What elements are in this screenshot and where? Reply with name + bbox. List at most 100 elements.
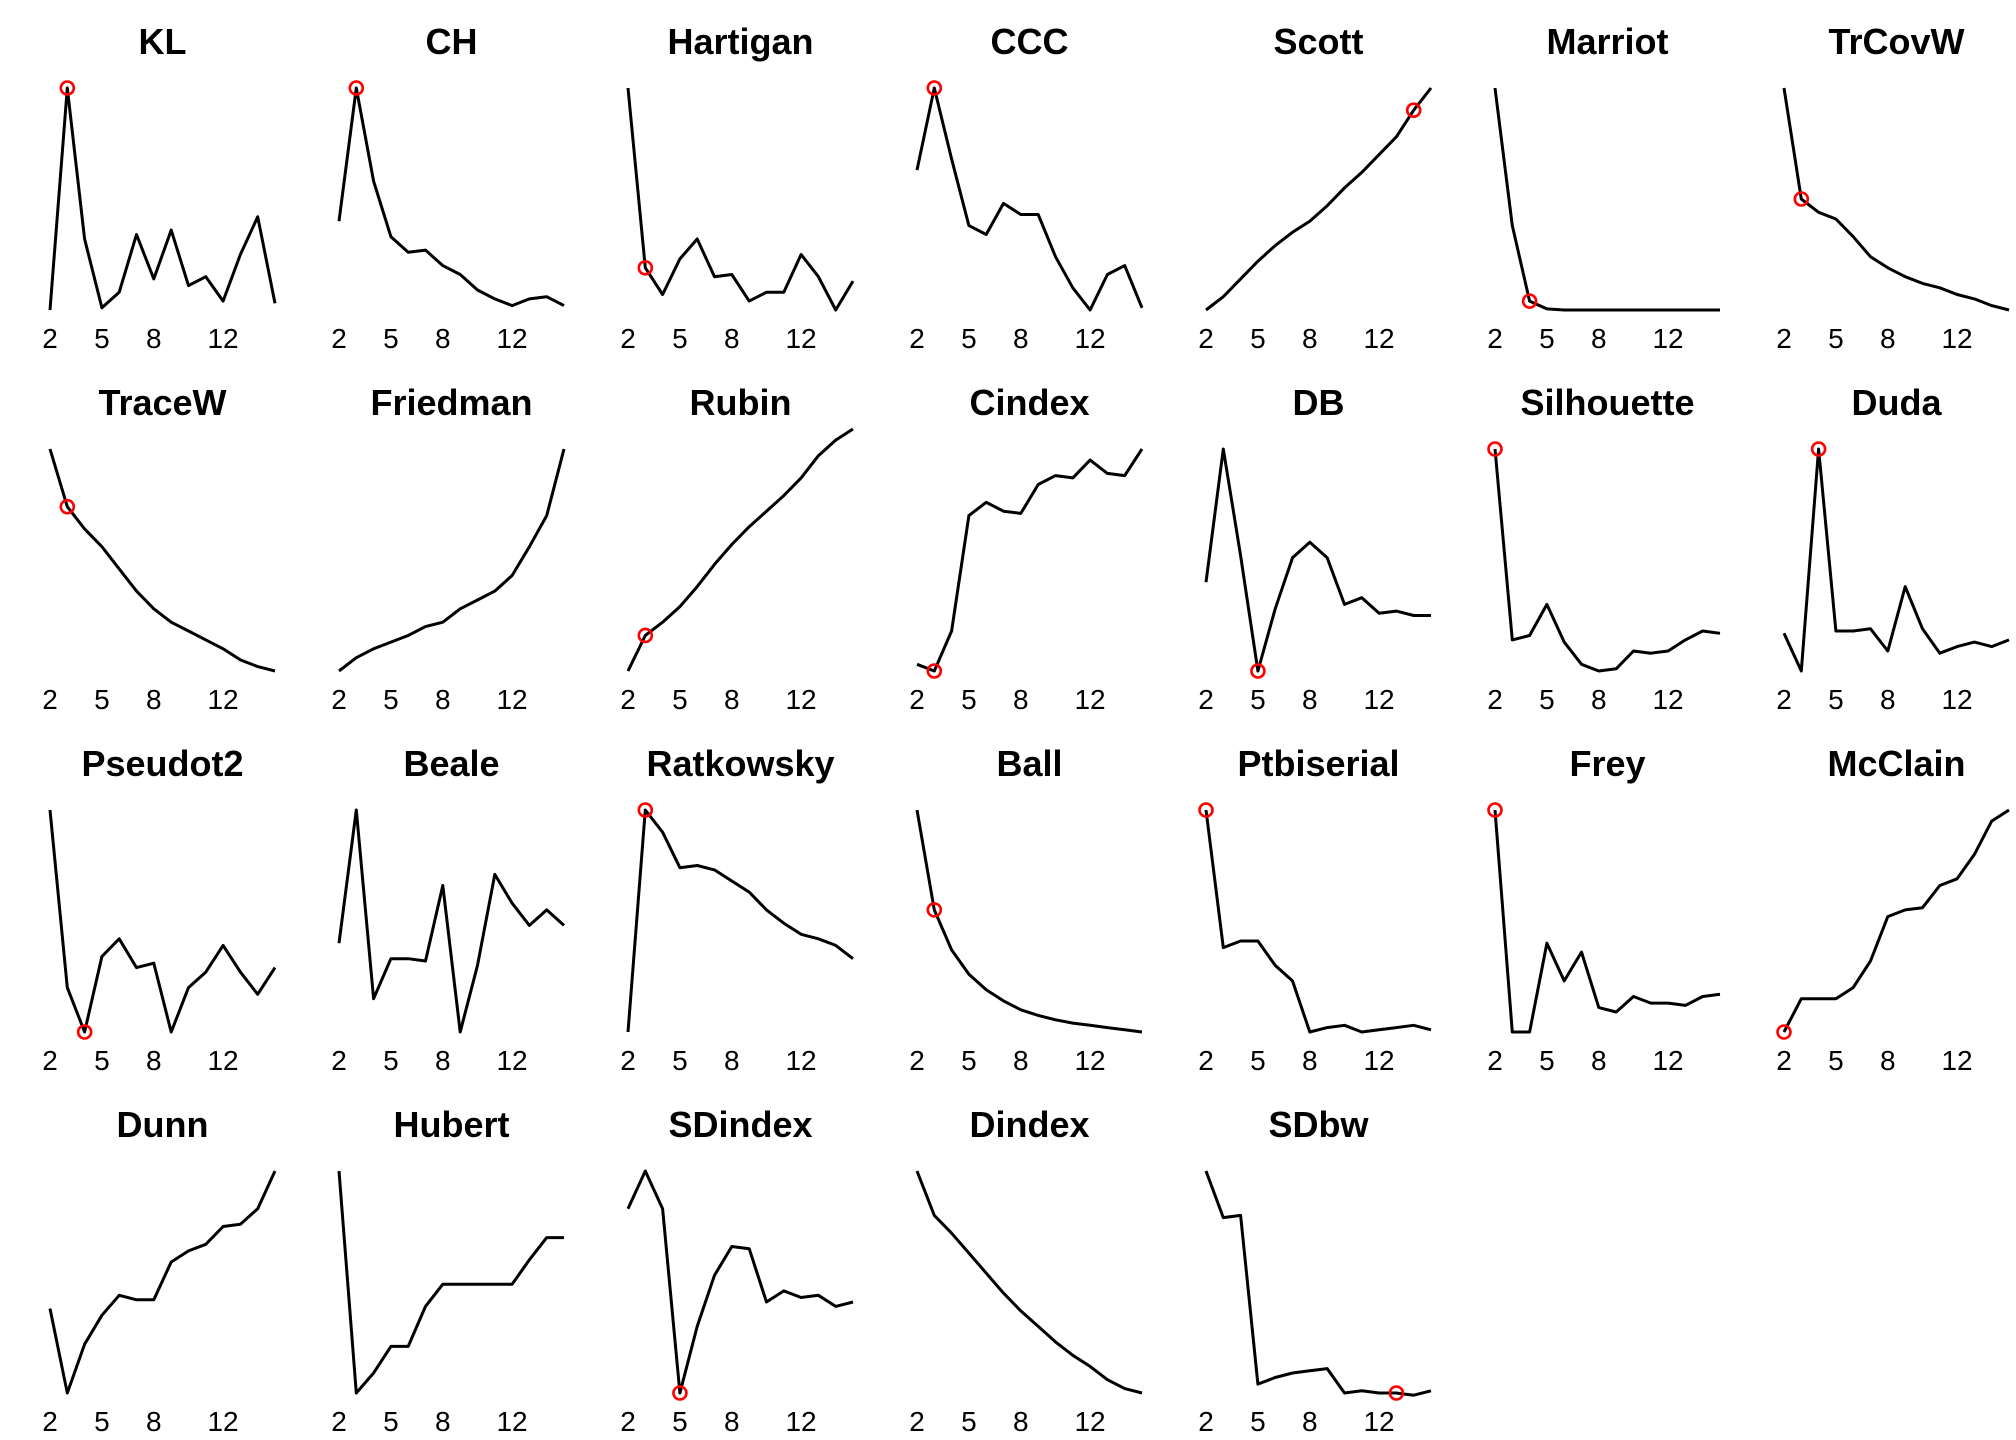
x-tick-label-marriot: 12 — [1652, 323, 1683, 354]
panel-title-kl: KL — [139, 21, 187, 62]
series-line-cindex — [916, 448, 1144, 673]
x-tick-label-tracew: 2 — [42, 684, 58, 715]
series-line-scott — [1205, 87, 1433, 312]
x-tick-label-hartigan: 8 — [724, 323, 740, 354]
x-tick-label-pseudot2: 2 — [42, 1045, 58, 1076]
optimum-marker-trcovw — [1793, 191, 1810, 207]
x-tick-label-dindex: 12 — [1074, 1406, 1105, 1437]
optimum-marker-ball — [926, 902, 943, 918]
x-tick-label-duda: 2 — [1776, 684, 1792, 715]
x-tick-label-pseudot2: 12 — [207, 1045, 238, 1076]
panel-duda: Duda 2 5 8 12 — [1776, 382, 2010, 715]
series-line-sdindex — [626, 1169, 854, 1395]
x-tick-label-ccc: 2 — [909, 323, 925, 354]
x-tick-label-hartigan: 2 — [620, 323, 636, 354]
x-tick-label-marriot: 8 — [1591, 323, 1607, 354]
x-tick-label-sdbw: 2 — [1198, 1406, 1214, 1437]
panel-cindex: Cindex 2 5 8 12 — [909, 382, 1144, 715]
optimum-marker-silhouette — [1487, 441, 1503, 457]
x-tick-label-silhouette: 2 — [1487, 684, 1503, 715]
panel-title-friedman: Friedman — [370, 382, 532, 423]
x-tick-label-dindex: 2 — [909, 1406, 925, 1437]
x-tick-label-rubin: 12 — [785, 684, 816, 715]
optimum-marker-db — [1250, 663, 1266, 679]
panel-scott: Scott 2 5 8 12 — [1198, 21, 1433, 354]
panel-ch: CH 2 5 8 12 — [331, 21, 565, 354]
x-tick-label-ptbiserial: 5 — [1250, 1045, 1266, 1076]
x-tick-label-ratkowsky: 5 — [672, 1045, 688, 1076]
optimum-marker-mcclain — [1776, 1024, 1792, 1040]
series-line-ccc — [915, 86, 1144, 312]
optimum-marker-ccc — [926, 80, 943, 96]
optimum-marker-frey — [1487, 802, 1503, 818]
x-tick-label-ptbiserial: 12 — [1363, 1045, 1394, 1076]
x-tick-label-ccc: 12 — [1074, 323, 1105, 354]
x-tick-label-pseudot2: 8 — [146, 1045, 162, 1076]
panel-trcovw: TrCovW 2 5 8 12 — [1776, 21, 2010, 354]
series-line-silhouette — [1493, 448, 1721, 673]
x-tick-label-rubin: 2 — [620, 684, 636, 715]
x-tick-label-beale: 12 — [496, 1045, 527, 1076]
panel-title-scott: Scott — [1274, 21, 1364, 62]
optimum-marker-tracew — [59, 498, 76, 515]
panel-dindex: Dindex 2 5 8 12 — [909, 1104, 1143, 1437]
x-tick-label-tracew: 5 — [94, 684, 110, 715]
x-tick-label-friedman: 2 — [331, 684, 347, 715]
x-tick-label-mcclain: 8 — [1880, 1045, 1896, 1076]
optimum-marker-hartigan — [637, 260, 654, 276]
x-tick-label-trcovw: 2 — [1776, 323, 1792, 354]
panel-dunn: Dunn 2 5 8 12 — [42, 1104, 277, 1437]
panel-title-silhouette: Silhouette — [1520, 382, 1694, 423]
optimum-marker-scott — [1405, 102, 1422, 118]
x-tick-label-sdindex: 2 — [620, 1406, 636, 1437]
panel-ball: Ball 2 5 8 12 — [909, 743, 1143, 1076]
panel-frey: Frey 2 5 8 12 — [1487, 743, 1721, 1076]
x-tick-label-mcclain: 5 — [1828, 1045, 1844, 1076]
series-line-frey — [1493, 809, 1721, 1034]
panel-db: DB 2 5 8 12 — [1198, 382, 1431, 715]
panel-title-ch: CH — [426, 21, 478, 62]
x-tick-label-dunn: 5 — [94, 1406, 110, 1437]
panel-ratkowsky: Ratkowsky 2 5 8 12 — [620, 743, 854, 1076]
panel-title-duda: Duda — [1852, 382, 1943, 423]
x-tick-label-db: 12 — [1363, 684, 1394, 715]
optimum-marker-sdindex — [672, 1385, 688, 1401]
x-tick-label-ccc: 5 — [961, 323, 977, 354]
optimum-marker-rubin — [637, 627, 654, 644]
x-tick-label-kl: 12 — [207, 323, 238, 354]
optimum-marker-marriot — [1521, 293, 1538, 309]
optimum-marker-kl — [59, 80, 76, 96]
series-line-tracew — [48, 448, 276, 673]
panel-title-db: DB — [1293, 382, 1345, 423]
x-tick-label-scott: 5 — [1250, 323, 1266, 354]
x-tick-label-friedman: 12 — [496, 684, 527, 715]
x-tick-label-dunn: 12 — [207, 1406, 238, 1437]
x-tick-label-frey: 8 — [1591, 1045, 1607, 1076]
panel-sdbw: SDbw 2 5 8 12 — [1198, 1104, 1432, 1437]
x-tick-label-ratkowsky: 12 — [785, 1045, 816, 1076]
panel-title-beale: Beale — [403, 743, 499, 784]
x-tick-label-silhouette: 8 — [1591, 684, 1607, 715]
optimum-marker-cindex — [926, 663, 943, 679]
x-tick-label-trcovw: 8 — [1880, 323, 1896, 354]
x-tick-label-ch: 8 — [435, 323, 451, 354]
x-tick-label-dunn: 2 — [42, 1406, 58, 1437]
x-tick-label-duda: 12 — [1941, 684, 1972, 715]
x-tick-label-mcclain: 12 — [1941, 1045, 1972, 1076]
panel-mcclain: McClain 2 5 8 12 — [1776, 743, 2010, 1076]
panel-title-tracew: TraceW — [98, 382, 226, 423]
optimum-marker-duda — [1810, 441, 1827, 457]
series-line-kl — [48, 86, 277, 311]
x-tick-label-mcclain: 2 — [1776, 1045, 1792, 1076]
panel-ccc: CCC 2 5 8 12 — [909, 21, 1144, 354]
x-tick-label-sdbw: 12 — [1363, 1406, 1394, 1437]
x-tick-label-ptbiserial: 8 — [1302, 1045, 1318, 1076]
x-tick-label-db: 5 — [1250, 684, 1266, 715]
panel-pseudot2: Pseudot2 2 5 8 12 — [42, 743, 277, 1076]
x-tick-label-ch: 5 — [383, 323, 399, 354]
panel-title-ccc: CCC — [991, 21, 1069, 62]
series-line-mcclain — [1782, 808, 2010, 1033]
x-tick-label-ball: 5 — [961, 1045, 977, 1076]
x-tick-label-cindex: 5 — [961, 684, 977, 715]
